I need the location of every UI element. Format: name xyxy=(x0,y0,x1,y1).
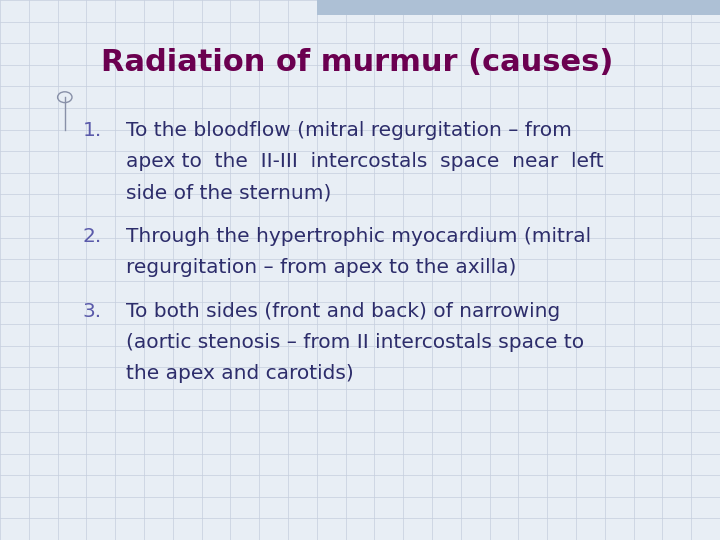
Text: side of the sternum): side of the sternum) xyxy=(126,183,331,202)
Text: To both sides (front and back) of narrowing: To both sides (front and back) of narrow… xyxy=(126,302,560,321)
Text: (aortic stenosis – from II intercostals space to: (aortic stenosis – from II intercostals … xyxy=(126,333,584,352)
Text: Radiation of murmur (causes): Radiation of murmur (causes) xyxy=(101,48,613,77)
Text: regurgitation – from apex to the axilla): regurgitation – from apex to the axilla) xyxy=(126,258,516,277)
Text: To the bloodflow (mitral regurgitation – from: To the bloodflow (mitral regurgitation –… xyxy=(126,122,572,140)
Text: 3.: 3. xyxy=(83,302,102,321)
Text: apex to  the  II-III  intercostals  space  near  left: apex to the II-III intercostals space ne… xyxy=(126,152,603,171)
Text: 2.: 2. xyxy=(83,227,102,246)
Text: the apex and carotids): the apex and carotids) xyxy=(126,364,354,383)
Text: Through the hypertrophic myocardium (mitral: Through the hypertrophic myocardium (mit… xyxy=(126,227,591,246)
FancyBboxPatch shape xyxy=(317,0,720,15)
Text: 1.: 1. xyxy=(83,122,102,140)
